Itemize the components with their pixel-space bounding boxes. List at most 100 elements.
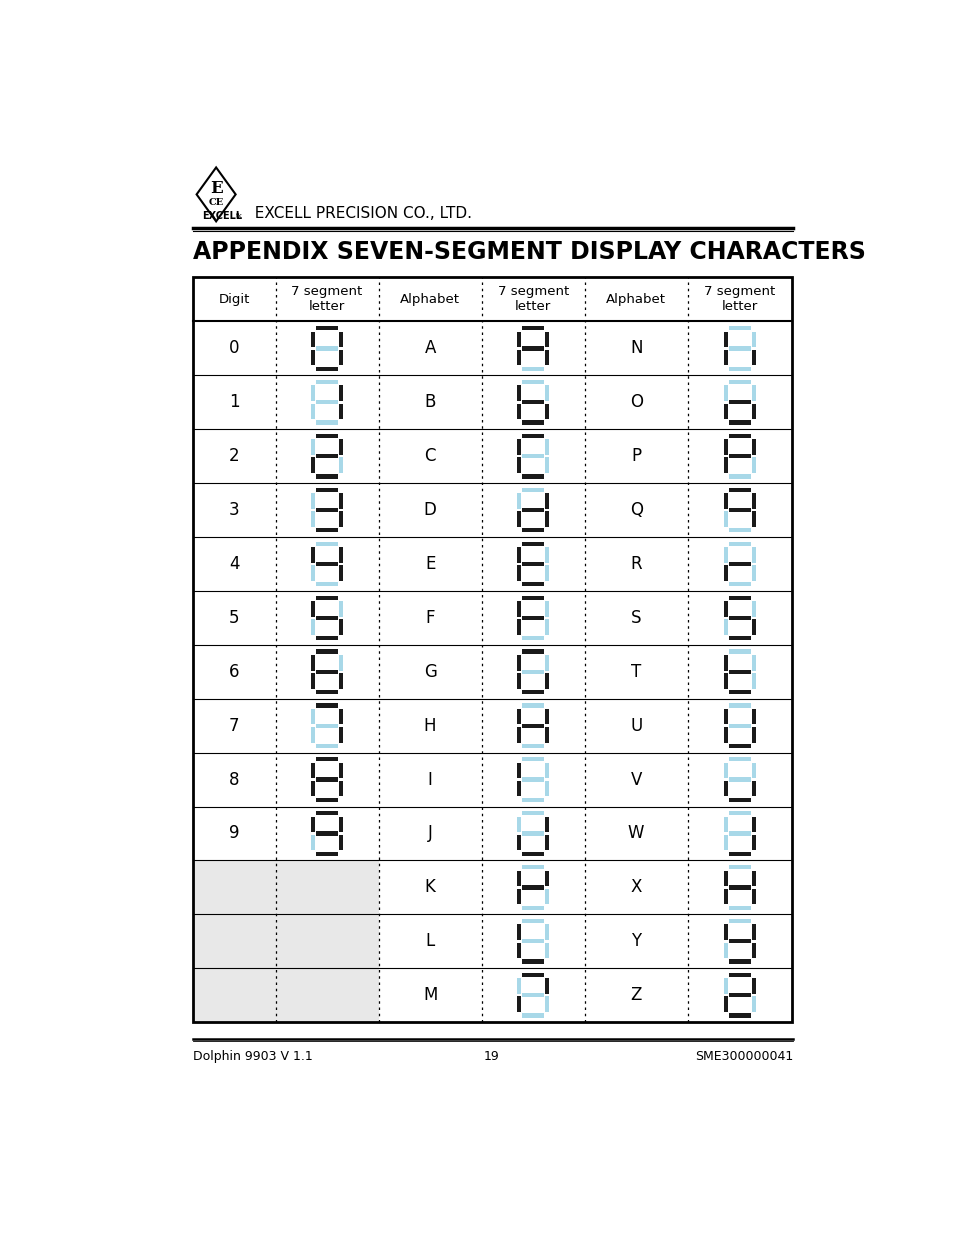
Bar	[338, 547, 343, 563]
Text: C: C	[424, 447, 436, 466]
Bar	[517, 331, 520, 347]
Bar	[522, 367, 543, 370]
Bar	[522, 864, 543, 869]
Bar	[338, 457, 343, 473]
Bar	[544, 601, 549, 616]
Bar	[522, 852, 543, 856]
Bar	[522, 400, 543, 404]
Text: Alphabet: Alphabet	[399, 293, 459, 305]
Bar	[522, 474, 543, 478]
Text: Alphabet: Alphabet	[605, 293, 665, 305]
Bar	[522, 690, 543, 694]
Bar	[517, 727, 520, 742]
Bar	[522, 529, 543, 532]
Bar	[544, 763, 549, 778]
Text: E: E	[210, 180, 222, 196]
Bar	[522, 454, 543, 458]
Bar	[722, 619, 727, 635]
Text: B: B	[424, 393, 436, 411]
Bar	[338, 440, 343, 454]
Text: I: I	[427, 771, 432, 789]
Bar	[722, 385, 727, 401]
Bar	[728, 778, 750, 782]
Bar	[544, 440, 549, 454]
Bar	[728, 704, 750, 708]
Bar	[311, 781, 314, 797]
Bar	[338, 763, 343, 778]
Bar	[728, 474, 750, 478]
Bar	[728, 757, 750, 762]
Bar	[728, 346, 750, 351]
Bar	[522, 973, 543, 977]
Bar	[193, 277, 791, 1023]
Bar	[517, 566, 520, 580]
Bar	[751, 763, 756, 778]
Bar	[544, 709, 549, 725]
Bar	[544, 566, 549, 580]
Bar	[728, 508, 750, 513]
Bar	[193, 968, 275, 1023]
Bar	[728, 326, 750, 330]
Bar	[722, 404, 727, 419]
Text: EXCELL PRECISION CO., LTD.: EXCELL PRECISION CO., LTD.	[245, 206, 472, 221]
Bar	[722, 655, 727, 671]
Bar	[338, 709, 343, 725]
Bar	[316, 508, 337, 513]
Bar	[311, 511, 314, 527]
Bar	[316, 724, 337, 727]
Bar	[522, 326, 543, 330]
Bar	[517, 511, 520, 527]
Bar	[275, 861, 378, 914]
Bar	[728, 380, 750, 384]
Bar	[517, 350, 520, 366]
Bar	[728, 367, 750, 370]
Bar	[338, 619, 343, 635]
Bar	[522, 595, 543, 600]
Bar	[522, 960, 543, 963]
Bar	[544, 385, 549, 401]
Bar	[544, 871, 549, 885]
Bar	[338, 816, 343, 832]
Text: 1: 1	[229, 393, 239, 411]
Bar	[544, 925, 549, 940]
Text: 0: 0	[229, 340, 239, 357]
Bar	[316, 529, 337, 532]
Bar	[316, 743, 337, 748]
Bar	[522, 798, 543, 802]
Bar	[522, 919, 543, 924]
Bar	[311, 816, 314, 832]
Bar	[544, 331, 549, 347]
Bar	[728, 798, 750, 802]
Bar	[751, 511, 756, 527]
Bar	[544, 619, 549, 635]
Bar	[517, 673, 520, 689]
Bar	[517, 978, 520, 994]
Bar	[728, 420, 750, 425]
Text: W: W	[627, 825, 644, 842]
Text: T: T	[630, 663, 640, 680]
Bar	[517, 781, 520, 797]
Bar	[316, 636, 337, 640]
Bar	[728, 636, 750, 640]
Bar	[728, 743, 750, 748]
Bar	[311, 619, 314, 635]
Bar	[544, 457, 549, 473]
Bar	[316, 346, 337, 351]
Bar	[338, 511, 343, 527]
Bar	[517, 547, 520, 563]
Text: 4: 4	[229, 555, 239, 573]
Bar	[722, 781, 727, 797]
Bar	[522, 636, 543, 640]
Bar	[544, 997, 549, 1011]
Text: G: G	[423, 663, 436, 680]
Bar	[728, 529, 750, 532]
Text: 5: 5	[229, 609, 239, 627]
Bar	[728, 616, 750, 620]
Bar	[751, 871, 756, 885]
Bar	[522, 616, 543, 620]
Bar	[728, 960, 750, 963]
Bar	[751, 978, 756, 994]
Bar	[522, 420, 543, 425]
Bar	[544, 404, 549, 419]
Text: 7: 7	[229, 716, 239, 735]
